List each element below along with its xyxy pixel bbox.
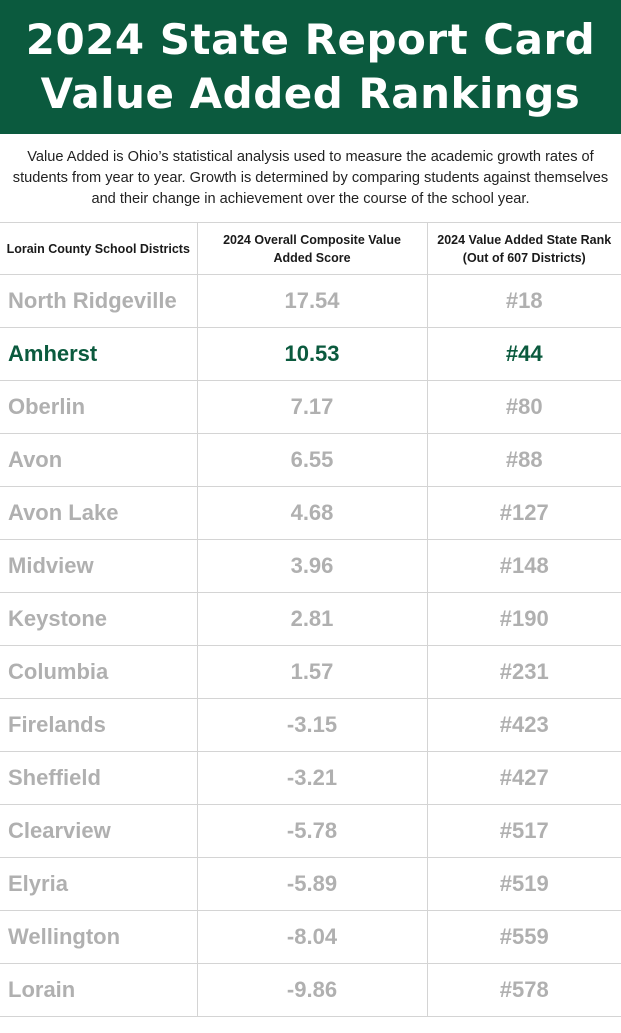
table-row: Avon Lake 4.68 #127 xyxy=(0,486,621,540)
district-cell: Elyria xyxy=(0,857,198,911)
score-cell: 10.53 xyxy=(196,327,428,381)
score-cell: 2.81 xyxy=(196,592,428,646)
rank-cell: #80 xyxy=(426,380,621,434)
score-cell: -3.21 xyxy=(196,751,428,805)
score-cell: -5.78 xyxy=(196,804,428,858)
rank-cell: #88 xyxy=(426,433,621,487)
district-cell: Sheffield xyxy=(0,751,198,805)
table-body: North Ridgeville 17.54 #18 Amherst 10.53 #44 O… xyxy=(0,274,621,1017)
rank-cell: #519 xyxy=(426,857,621,911)
district-cell: Avon xyxy=(0,433,198,487)
table-row: Firelands -3.15 #423 xyxy=(0,698,621,752)
score-cell: 6.55 xyxy=(196,433,428,487)
rank-cell: #190 xyxy=(426,592,621,646)
table-row: Midview 3.96 #148 xyxy=(0,539,621,593)
district-cell: Keystone xyxy=(0,592,198,646)
rank-cell: #517 xyxy=(426,804,621,858)
title-line-1: 2024 State Report Card xyxy=(25,15,596,64)
district-cell: North Ridgeville xyxy=(0,274,198,328)
district-cell: Avon Lake xyxy=(0,486,198,540)
district-cell: Oberlin xyxy=(0,380,198,434)
score-cell: -8.04 xyxy=(196,910,428,964)
column-header-district: Lorain County School Districts xyxy=(0,222,198,275)
table-row: Avon 6.55 #88 xyxy=(0,433,621,487)
column-header-rank: 2024 Value Added State Rank (Out of 607 … xyxy=(426,222,621,275)
district-cell: Midview xyxy=(0,539,198,593)
table-row: Sheffield -3.21 #427 xyxy=(0,751,621,805)
score-cell: 3.96 xyxy=(196,539,428,593)
rank-cell: #427 xyxy=(426,751,621,805)
intro-section: Value Added is Ohio’s statistical analys… xyxy=(0,134,621,222)
rank-cell: #127 xyxy=(426,486,621,540)
table-row: Lorain -9.86 #578 xyxy=(0,963,621,1017)
table-row: Elyria -5.89 #519 xyxy=(0,857,621,911)
title-banner: 2024 State Report Card Value Added Ranki… xyxy=(0,0,621,134)
rank-cell: #559 xyxy=(426,910,621,964)
score-cell: 1.57 xyxy=(196,645,428,699)
district-cell: Clearview xyxy=(0,804,198,858)
score-cell: -5.89 xyxy=(196,857,428,911)
score-cell: -9.86 xyxy=(196,963,428,1017)
score-cell: 4.68 xyxy=(196,486,428,540)
column-header-score: 2024 Overall Composite Value Added Score xyxy=(196,222,428,275)
rank-cell: #18 xyxy=(426,274,621,328)
table-row: Wellington -8.04 #559 xyxy=(0,910,621,964)
district-cell: Wellington xyxy=(0,910,198,964)
score-cell: -3.15 xyxy=(196,698,428,752)
intro-text: Value Added is Ohio’s statistical analys… xyxy=(12,148,609,207)
title-line-2: Value Added Rankings xyxy=(40,69,581,118)
table-row: Keystone 2.81 #190 xyxy=(0,592,621,646)
table-header-row: Lorain County School Districts 2024 Over… xyxy=(0,222,621,275)
table-row: Clearview -5.78 #517 xyxy=(0,804,621,858)
table-row: Columbia 1.57 #231 xyxy=(0,645,621,699)
table-row: North Ridgeville 17.54 #18 xyxy=(0,274,621,328)
table-row: Oberlin 7.17 #80 xyxy=(0,380,621,434)
district-cell: Lorain xyxy=(0,963,198,1017)
rank-cell: #578 xyxy=(426,963,621,1017)
table-row: Amherst 10.53 #44 xyxy=(0,327,621,381)
district-cell: Firelands xyxy=(0,698,198,752)
rank-cell: #423 xyxy=(426,698,621,752)
rank-cell: #44 xyxy=(426,327,621,381)
rank-cell: #148 xyxy=(426,539,621,593)
district-cell: Amherst xyxy=(0,327,198,381)
score-cell: 7.17 xyxy=(196,380,428,434)
rankings-table: Lorain County School Districts 2024 Over… xyxy=(0,222,621,1017)
rank-cell: #231 xyxy=(426,645,621,699)
district-cell: Columbia xyxy=(0,645,198,699)
score-cell: 17.54 xyxy=(196,274,428,328)
